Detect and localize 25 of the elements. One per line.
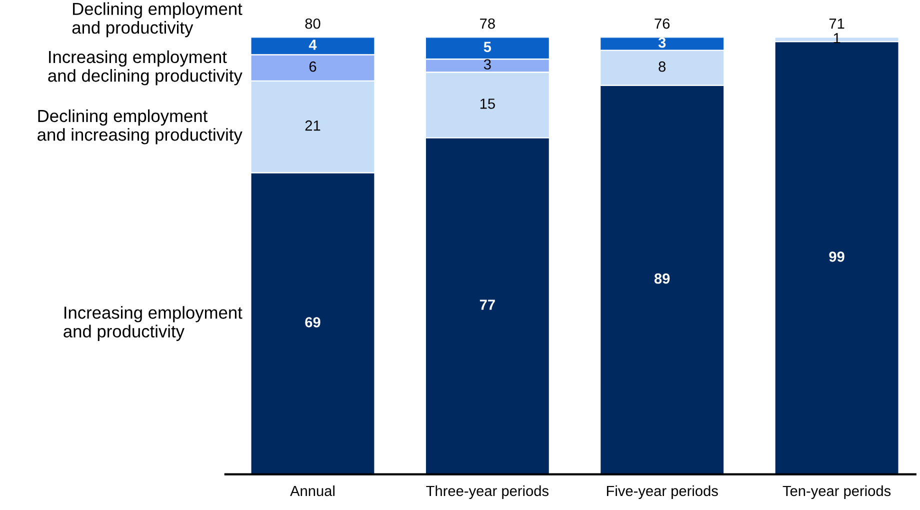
data-label: 3: [658, 37, 666, 48]
annotation: 80: [305, 18, 320, 29]
data-label: 1: [834, 33, 840, 44]
x-tick-label: Three-year periods: [426, 485, 549, 500]
series-label: Declining employment and productivity: [72, 2, 242, 38]
data-label: 89: [654, 273, 670, 284]
data-label: 4: [308, 40, 317, 50]
data-label: 5: [484, 42, 492, 52]
data-label: 77: [480, 300, 495, 310]
series-label: Increasing employment and productivity: [64, 306, 242, 341]
annotation: 71: [829, 18, 844, 29]
series-label: Increasing employment and declining productivity: [48, 50, 242, 86]
x-tick-label: Annual: [290, 485, 334, 496]
data-label: 99: [829, 252, 844, 262]
data-label: 6: [309, 61, 316, 72]
x-tick-label: Ten-year periods: [782, 485, 891, 500]
data-label: 69: [305, 317, 320, 328]
data-label: 15: [480, 98, 495, 109]
x-tick-label: Five-year periods: [606, 485, 718, 500]
data-label: 3: [484, 59, 491, 70]
data-label: 8: [658, 61, 666, 72]
annotation: 78: [480, 18, 495, 29]
data-label: 21: [305, 120, 320, 131]
series-label: Declining employment and increasing productivity: [38, 109, 242, 144]
annotation: 76: [654, 18, 670, 29]
